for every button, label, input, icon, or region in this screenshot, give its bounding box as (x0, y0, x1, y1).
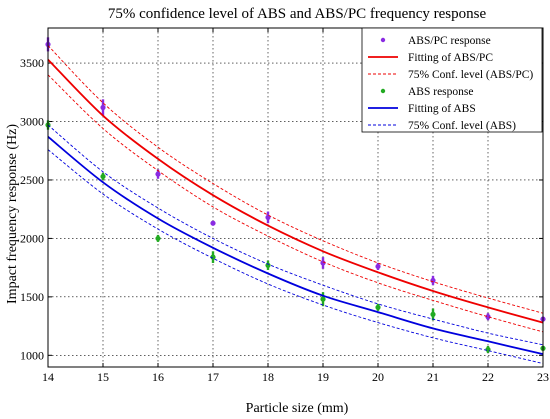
confidence-curve (47, 45, 544, 314)
confidence-curve (47, 124, 544, 346)
legend-label: ABS/PC response (408, 35, 491, 47)
confidence-curve (47, 149, 544, 364)
fit-curve (47, 136, 544, 355)
x-tick-label: 19 (317, 370, 329, 384)
x-tick-label: 15 (97, 370, 109, 384)
data-point (320, 296, 326, 302)
y-tick-label: 2000 (20, 231, 44, 245)
x-tick-label: 21 (427, 370, 439, 384)
plot-frame (47, 27, 544, 368)
legend-label: Fitting of ABS (408, 103, 476, 115)
x-tick-label: 20 (372, 370, 384, 384)
data-point (320, 260, 326, 266)
data-point (265, 262, 271, 268)
y-axis-label: Impact frequency response (Hz) (5, 124, 20, 304)
confidence-curve (47, 74, 544, 333)
x-tick-label: 17 (207, 370, 219, 384)
data-point (210, 220, 216, 226)
legend-label: 75% Conf. level (ABS) (408, 120, 516, 132)
legend-box (361, 27, 543, 133)
data-point (210, 254, 216, 260)
y-tick-label: 1000 (20, 348, 44, 362)
legend-marker (380, 88, 386, 94)
x-tick-label: 23 (537, 370, 549, 384)
legend-label: 75% Conf. level (ABS/PC) (408, 69, 533, 81)
data-point (430, 277, 436, 284)
x-tick-label: 16 (152, 370, 164, 384)
legend-label: ABS response (408, 86, 474, 98)
y-tick-label: 3500 (20, 56, 44, 70)
x-tick-label: 18 (262, 370, 274, 384)
chart-title: 75% confidence level of ABS and ABS/PC f… (108, 6, 487, 22)
legend-label: Fitting of ABS/PC (408, 52, 493, 64)
x-tick-label: 22 (482, 370, 494, 384)
y-tick-label: 3000 (20, 115, 44, 129)
x-tick-label: 14 (42, 370, 54, 384)
legend: ABS/PC response Fitting of ABS/PC 75% Conf… (361, 27, 543, 133)
x-tick-labels: 14 15 16 17 18 19 20 21 22 23 (42, 370, 549, 384)
series-layer (45, 37, 546, 364)
data-point (100, 104, 106, 111)
fit-curve (47, 58, 544, 324)
data-point (485, 314, 491, 320)
data-point (375, 304, 381, 310)
x-axis-label: Particle size (mm) (246, 401, 349, 416)
data-point (100, 173, 106, 180)
data-point (155, 235, 161, 242)
data-point (430, 311, 436, 317)
data-point (155, 171, 161, 177)
y-tick-label: 2500 (20, 173, 44, 187)
y-tick-label: 1500 (20, 290, 44, 304)
data-point (375, 263, 381, 270)
legend-marker (380, 37, 386, 43)
y-tick-labels: 1000 1500 2000 2500 3000 3500 (20, 56, 44, 362)
